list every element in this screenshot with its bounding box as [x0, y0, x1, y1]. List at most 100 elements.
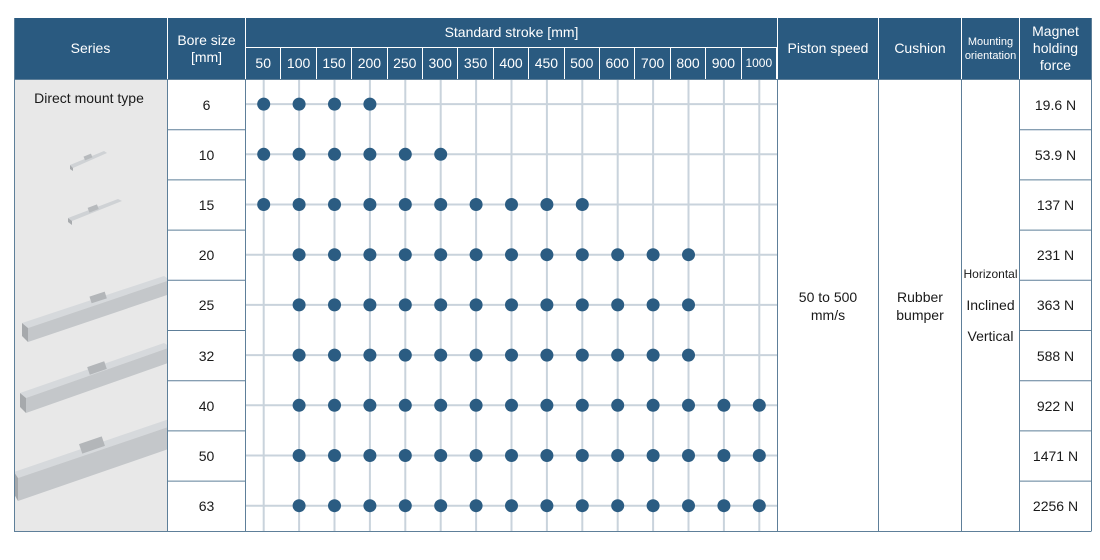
stroke-available-dot [469, 499, 483, 513]
stroke-available-dot [646, 298, 660, 312]
stroke-available-dot [505, 298, 518, 312]
stroke-available-dot [505, 449, 518, 462]
stroke-grid [246, 79, 777, 531]
stroke-available-dot [398, 449, 412, 462]
header-magnet-holding-force: Magnet holding force [1020, 18, 1091, 79]
magnet-force-cell: 588 N [1036, 347, 1075, 364]
header-mounting-orientation: Mounting orientation [962, 18, 1019, 79]
stroke-available-dot [752, 449, 766, 462]
stroke-available-dot [611, 499, 625, 513]
stroke-header-150: 150 [316, 48, 352, 79]
stroke-available-dot [505, 348, 518, 362]
stroke-available-dot [398, 348, 412, 362]
mounting-horizontal: Horizontal [963, 267, 1018, 281]
stroke-available-dot [505, 398, 518, 412]
stroke-available-dot [540, 398, 554, 412]
stroke-available-dot [469, 398, 483, 412]
stroke-available-dot [469, 449, 483, 462]
stroke-available-dot [398, 248, 412, 262]
stroke-header-100: 100 [281, 48, 316, 79]
bore-size-cell: 50 [198, 447, 215, 464]
stroke-available-dot [682, 298, 695, 312]
stroke-available-dot [540, 348, 554, 362]
stroke-available-dot [434, 298, 448, 312]
stroke-available-dot [363, 97, 377, 111]
stroke-available-dot [611, 298, 625, 312]
stroke-available-dot [363, 348, 377, 362]
stroke-header-250: 250 [387, 48, 422, 79]
magnet-force-cell: 137 N [1036, 196, 1075, 213]
stroke-available-dot [292, 499, 306, 513]
stroke-available-dot [540, 449, 554, 462]
stroke-available-dot [575, 198, 589, 211]
product-image-32mm [20, 343, 167, 413]
header-magnet-holding-force-label: Magnet holding force [1032, 23, 1079, 73]
magnet-force-cell: 922 N [1036, 397, 1075, 414]
stroke-available-dot [434, 147, 448, 161]
magnet-force-cell: 231 N [1036, 247, 1075, 264]
stroke-available-dot [292, 348, 306, 362]
stroke-available-dot [469, 298, 483, 312]
stroke-available-dot [292, 248, 306, 262]
stroke-available-dot [575, 348, 589, 362]
stroke-available-dot [469, 198, 483, 211]
piston-speed-cell: 50 to 500 mm/s [778, 80, 878, 531]
stroke-header-600: 600 [600, 48, 635, 79]
stroke-available-dot [328, 298, 341, 312]
header-bore-size-label: Bore size [mm] [177, 31, 236, 65]
stroke-available-dot [292, 147, 306, 161]
stroke-available-dot [292, 198, 306, 211]
stroke-available-dot [611, 398, 625, 412]
stroke-available-dot [505, 198, 518, 211]
stroke-available-dot [257, 97, 271, 111]
stroke-available-dot [611, 348, 625, 362]
stroke-available-dot [717, 499, 731, 513]
stroke-available-dot [752, 398, 766, 412]
stroke-available-dot [682, 348, 695, 362]
stroke-available-dot [717, 398, 731, 412]
header-bore-size: Bore size [mm] [168, 18, 245, 79]
mounting-inclined: Inclined [966, 297, 1015, 313]
mounting-vertical: Vertical [967, 328, 1014, 344]
stroke-available-dot [646, 248, 660, 262]
stroke-available-dot [505, 499, 518, 513]
stroke-available-dot [717, 449, 731, 462]
stroke-available-dot [469, 348, 483, 362]
bore-size-cell: 10 [198, 146, 215, 163]
bore-size-cell: 32 [198, 347, 215, 364]
stroke-available-dot [363, 298, 377, 312]
stroke-available-dot [257, 198, 271, 211]
bore-size-cell: 25 [198, 297, 215, 314]
product-images [14, 151, 167, 501]
stroke-header-800: 800 [670, 48, 706, 79]
stroke-available-dot [398, 499, 412, 513]
stroke-available-dot [646, 499, 660, 513]
stroke-available-dot [434, 398, 448, 412]
stroke-available-dot [575, 298, 589, 312]
stroke-available-dot [363, 248, 377, 262]
cushion-value: Rubber bumper [896, 288, 944, 323]
stroke-header-400: 400 [493, 48, 529, 79]
product-image-10mm [68, 199, 122, 225]
stroke-available-dot [752, 499, 766, 513]
stroke-available-dot [646, 348, 660, 362]
header-series: Series [14, 18, 167, 79]
bore-size-cell: 20 [198, 247, 215, 264]
stroke-available-dot [363, 147, 377, 161]
stroke-header-700: 700 [635, 48, 670, 79]
stroke-available-dot [434, 499, 448, 513]
header-piston-speed: Piston speed [778, 18, 878, 79]
stroke-available-dot [646, 449, 660, 462]
cushion-cell: Rubber bumper [879, 80, 961, 531]
header-standard-stroke-label: Standard stroke [mm] [444, 24, 579, 40]
stroke-available-dot [540, 198, 554, 211]
stroke-available-dot [540, 248, 554, 262]
header-standard-stroke: Standard stroke [mm] [246, 18, 777, 47]
stroke-available-dot [682, 499, 695, 513]
bore-size-cell: 15 [198, 196, 215, 213]
product-image-6mm [70, 151, 107, 171]
stroke-available-dot [292, 298, 306, 312]
stroke-available-dot [434, 248, 448, 262]
bore-size-cell: 40 [198, 397, 215, 414]
stroke-available-dot [328, 248, 341, 262]
